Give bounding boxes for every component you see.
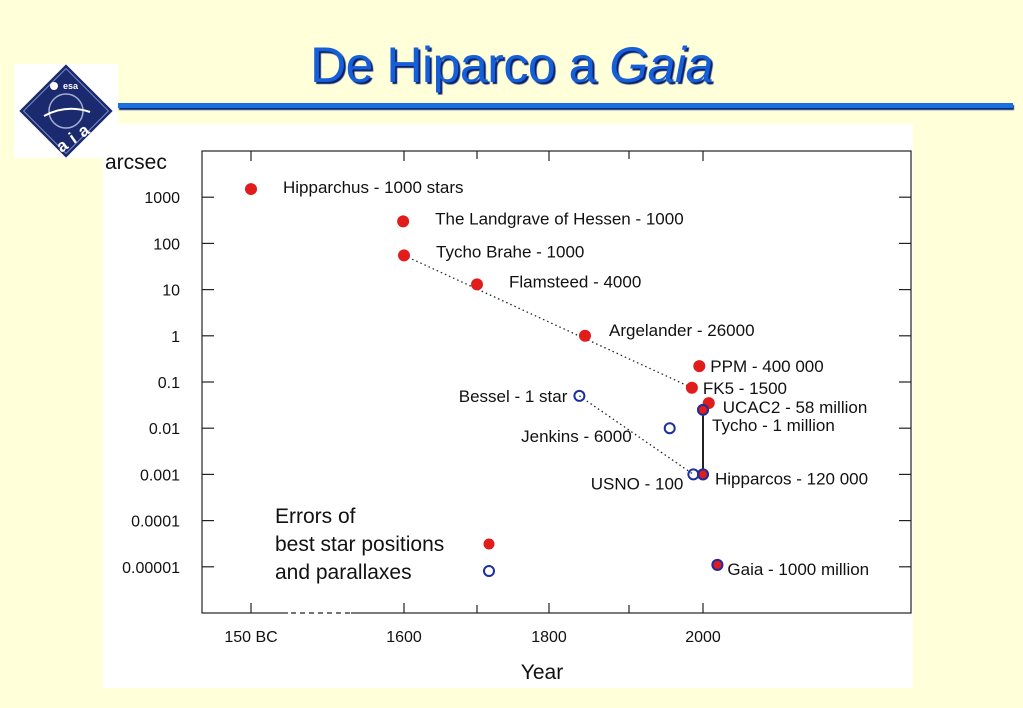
legend-parallaxes-marker — [483, 565, 495, 577]
y-tick-label: 1 — [171, 329, 180, 346]
point-3-parallax-marker — [697, 403, 709, 416]
fk5-position-marker — [685, 381, 698, 394]
trend-line-1 — [403, 254, 693, 389]
point-label-tycho: Tycho - 1 million — [712, 416, 835, 435]
y-tick-label: 10 — [162, 283, 180, 300]
point-label-jenkins: Jenkins - 6000 — [521, 427, 632, 446]
legend-line-2: best star positions — [275, 533, 444, 556]
ppm-position-marker — [693, 360, 706, 373]
x-axis-label: Year — [521, 661, 563, 684]
y-axis-label: arcsec — [105, 151, 167, 174]
point-label-the-landgrave-of-hessen: The Landgrave of Hessen - 1000 — [435, 209, 684, 228]
hipparchus-position-marker — [245, 183, 257, 196]
point-label-argelander: Argelander - 26000 — [609, 321, 755, 340]
point-label-usno: USNO - 100 — [591, 474, 684, 493]
point-label-ppm: PPM - 400 000 — [710, 357, 823, 376]
slide-title: De Hiparco a Gaia — [0, 36, 1023, 94]
point-4-parallax-marker — [697, 468, 709, 481]
title-italic: Gaia — [609, 37, 713, 93]
point-label-tycho-brahe: Tycho Brahe - 1000 — [436, 242, 584, 261]
bessel-parallax-marker — [573, 389, 586, 402]
svg-text:esa: esa — [63, 81, 79, 91]
y-tick-label: 0.1 — [158, 375, 180, 392]
point-label-bessel: Bessel - 1 star — [459, 387, 568, 406]
title-prefix: De Hiparco a — [310, 37, 610, 93]
y-tick-label: 0.00001 — [122, 560, 180, 577]
trend-line-2 — [579, 395, 694, 475]
tycho-brahe-position-marker — [398, 249, 410, 262]
y-tick-label: 0.01 — [149, 421, 180, 438]
x-tick-label: 1800 — [531, 629, 567, 646]
x-tick-label: 1600 — [386, 629, 422, 646]
flamsteed-position-marker — [471, 278, 483, 291]
legend-line-1: Errors of — [275, 505, 356, 528]
jenkins-parallax-marker — [663, 422, 676, 435]
chart-panel: 1000 100 10 1 0.1 0.01 0.001 0.0001 0.00001 arcse… — [103, 124, 913, 688]
legend-line-3: and parallaxes — [275, 561, 412, 584]
title-rule — [118, 103, 1013, 108]
point-label-fk5: FK5 - 1500 — [703, 379, 787, 398]
point-label-hipparchus: Hipparchus - 1000 stars — [283, 178, 463, 197]
chart: 1000 100 10 1 0.1 0.01 0.001 0.0001 0.00001 arcse… — [105, 150, 912, 684]
legend-positions-marker — [483, 538, 495, 550]
the-landgrave-of-hessen-position-marker — [397, 215, 410, 228]
y-tick-label: 1000 — [144, 190, 180, 207]
x-tick-label: 2000 — [685, 629, 721, 646]
point-label-hipparcos: Hipparcos - 120 000 — [715, 469, 868, 488]
point-label-ucac2: UCAC2 - 58 million — [723, 398, 868, 417]
point-label-flamsteed: Flamsteed - 4000 — [509, 272, 641, 291]
x-tick-label: 150 BC — [224, 629, 277, 646]
argelander-position-marker — [579, 329, 591, 342]
y-tick-label: 100 — [153, 236, 180, 253]
point-label-gaia: Gaia - 1000 million — [727, 560, 869, 579]
y-tick-label: 0.001 — [140, 467, 180, 484]
y-tick-label: 0.0001 — [131, 514, 180, 531]
point-5-parallax-marker — [711, 558, 724, 571]
